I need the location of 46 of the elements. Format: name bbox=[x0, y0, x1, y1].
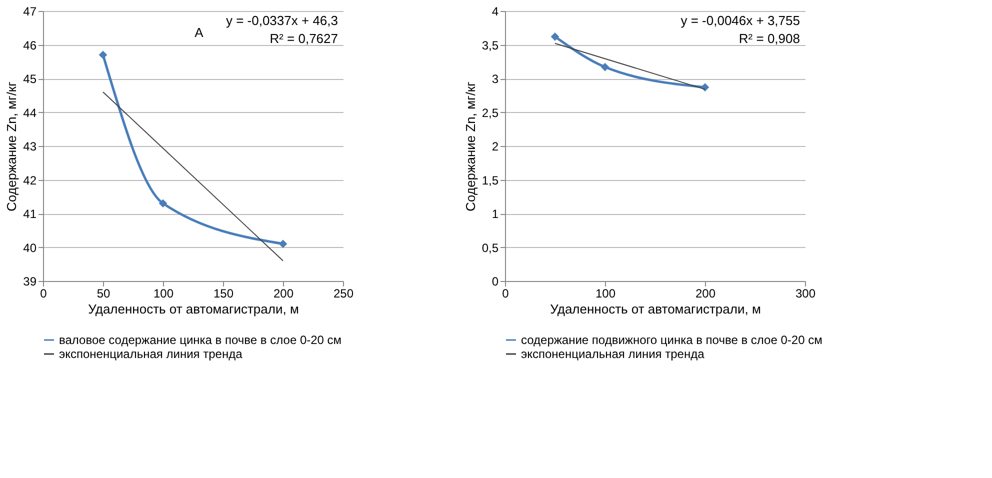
x-tick-label: 0 bbox=[40, 286, 48, 300]
x-axis-title: Удаленность от автомагистрали, м bbox=[550, 302, 761, 316]
y-tick-label: 47 bbox=[23, 4, 37, 18]
annotation: А bbox=[194, 25, 204, 40]
x-tick-label: 0 bbox=[502, 286, 510, 300]
x-tick-label: 100 bbox=[153, 286, 174, 300]
legend-label: валовое содержание цинка в почве в слое 0-20 см bbox=[59, 333, 342, 347]
point bbox=[550, 32, 560, 41]
y-tick-label: 45 bbox=[23, 72, 37, 86]
point bbox=[600, 62, 610, 72]
y-tick-label: 43 bbox=[23, 140, 37, 154]
x-tick-label: 200 bbox=[695, 286, 716, 300]
y-tick-label: 44 bbox=[23, 106, 37, 120]
y-tick-label: 40 bbox=[23, 240, 37, 255]
annotation: R² = 0,7627 bbox=[270, 31, 338, 46]
annotation: y = -0,0046x + 3,755 bbox=[680, 13, 800, 28]
x-tick-label: 300 bbox=[795, 286, 816, 300]
x-tick-label: 250 bbox=[333, 286, 354, 300]
point bbox=[278, 240, 288, 248]
legend-label: содержание подвижного цинка в почве в слое 0-20 см bbox=[521, 333, 822, 347]
annotation: R² = 0,908 bbox=[738, 31, 800, 46]
y-tick-label: 42 bbox=[23, 173, 37, 188]
x-tick-label: 150 bbox=[213, 286, 234, 300]
y-tick-label: 0,5 bbox=[482, 240, 499, 255]
legend-label: экспоненциальная линия тренда bbox=[521, 347, 705, 361]
point bbox=[158, 199, 168, 208]
y-tick-label: 46 bbox=[23, 38, 37, 52]
point bbox=[98, 50, 108, 60]
y-tick-label: 0 bbox=[492, 274, 499, 288]
y-axis-title: Содержание Zn, мг/кг bbox=[462, 81, 478, 212]
x-axis-title: Удаленность от автомагистрали, м bbox=[88, 302, 299, 316]
y-tick-label: 4 bbox=[492, 4, 499, 18]
x-tick-label: 100 bbox=[595, 286, 616, 300]
annotation: y = -0,0337x + 46,3 bbox=[226, 13, 338, 28]
x-tick-label: 200 bbox=[273, 286, 294, 300]
y-tick-label: 39 bbox=[23, 274, 37, 288]
y-tick-label: 2 bbox=[492, 140, 499, 154]
x-tick-label: 50 bbox=[96, 286, 110, 300]
y-tick-label: 1,5 bbox=[482, 173, 499, 188]
legend-label: экспоненциальная линия тренда bbox=[59, 347, 243, 361]
y-tick-label: 3,5 bbox=[482, 38, 499, 52]
y-tick-label: 1 bbox=[492, 207, 499, 221]
y-axis-title: Содержание Zn, мг/кг bbox=[4, 81, 20, 212]
y-tick-label: 2,5 bbox=[482, 106, 499, 120]
y-tick-label: 3 bbox=[492, 72, 499, 86]
y-tick-label: 41 bbox=[23, 207, 37, 221]
